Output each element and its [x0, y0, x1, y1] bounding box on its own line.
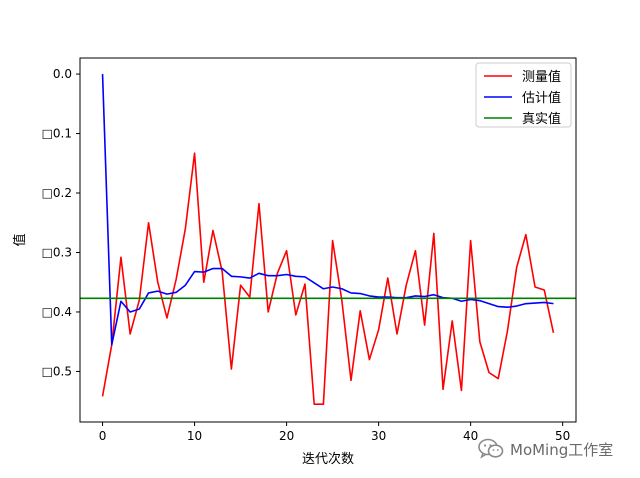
y-tick-label: □0.2	[42, 186, 72, 200]
watermark-text: MoMing工作室	[510, 440, 614, 459]
legend-label: 估计值	[522, 90, 561, 106]
x-tick-label: 0	[99, 429, 107, 443]
x-tick-label: 40	[463, 429, 478, 443]
plot-frame	[79, 57, 577, 423]
series-line-measured	[101, 152, 555, 405]
watermark: MoMing工作室	[478, 436, 613, 462]
x-tick-label: 30	[371, 429, 386, 443]
legend-label: 测量值	[522, 69, 561, 85]
x-tick-label: 50	[555, 429, 570, 443]
y-axis-label: 值	[12, 233, 28, 246]
y-tick-label: □0.3	[42, 245, 72, 259]
legend-item-estimated: 估计值	[484, 90, 561, 106]
y-tick-label: □0.5	[42, 364, 72, 378]
x-tick-label: 20	[279, 429, 294, 443]
x-tick-label: 10	[187, 429, 202, 443]
legend-item-measured: 测量值	[484, 69, 561, 85]
y-tick-label: □0.1	[42, 127, 72, 141]
legend-item-true: 真实值	[484, 111, 561, 127]
x-axis-label: 迭代次数	[302, 451, 354, 467]
legend-frame	[475, 62, 572, 128]
legend-label: 真实值	[522, 111, 561, 127]
y-tick-label: □0.4	[42, 305, 72, 319]
wechat-icon	[478, 438, 504, 459]
y-tick-label: 0.0	[53, 67, 72, 81]
series-line-estimated	[101, 74, 554, 346]
